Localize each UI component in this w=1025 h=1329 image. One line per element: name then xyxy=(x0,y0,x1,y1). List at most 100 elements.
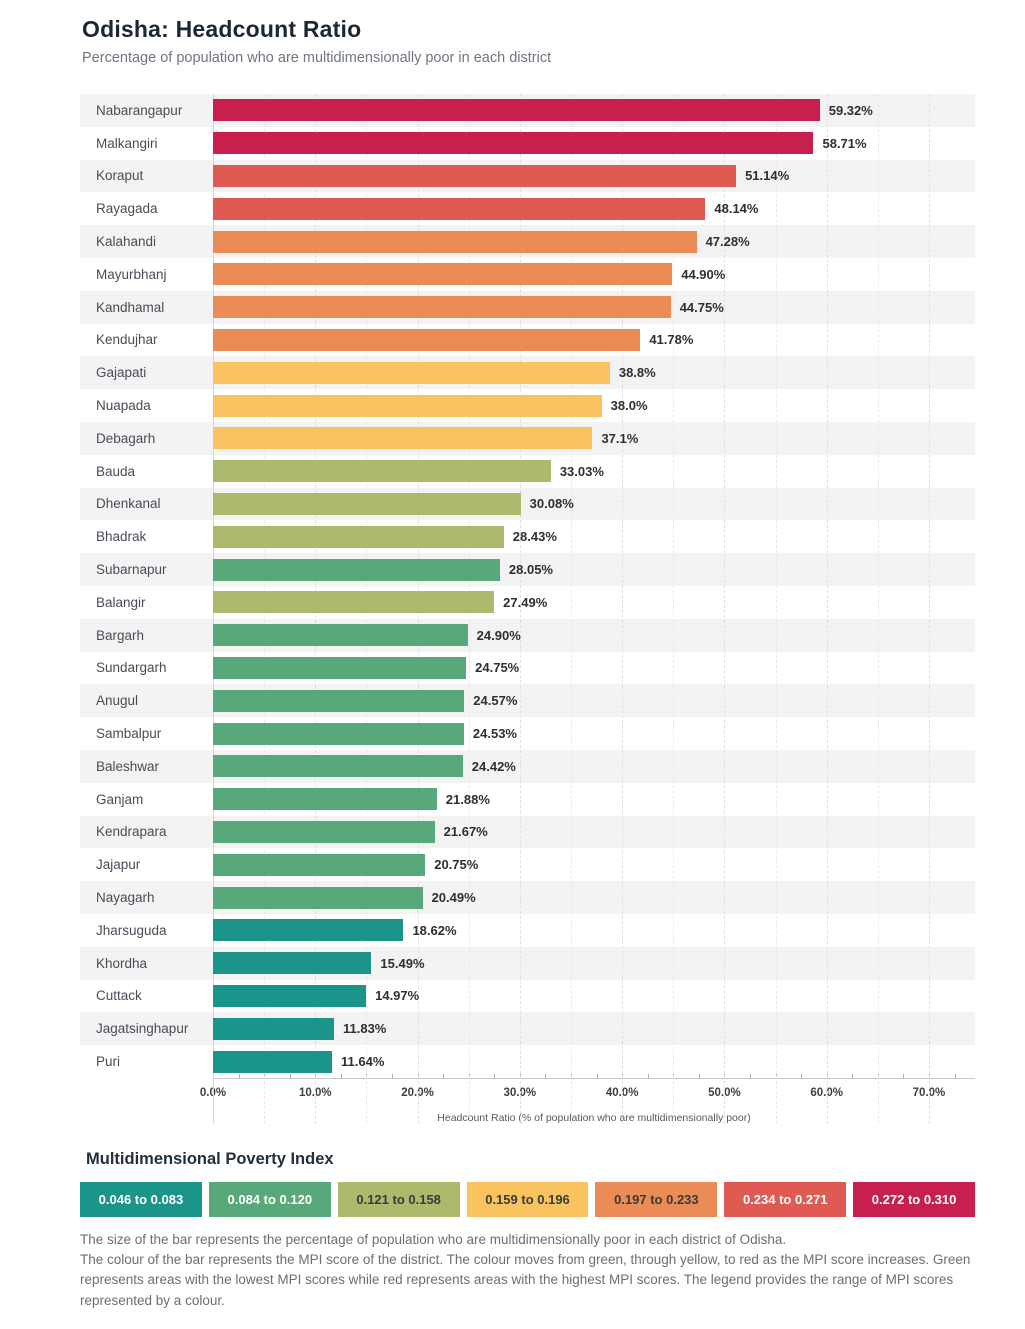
bar-row: Cuttack 14.97% xyxy=(80,980,975,1013)
axis-tickmark xyxy=(698,1073,700,1079)
bar-track: 11.64% xyxy=(213,1045,975,1078)
bar-track: 18.62% xyxy=(213,914,975,947)
bar-track: 30.08% xyxy=(213,488,975,521)
district-label: Bauda xyxy=(96,463,136,479)
bar xyxy=(213,755,463,778)
bar-track: 44.90% xyxy=(213,258,975,291)
x-tick-label: 50.0% xyxy=(708,1086,741,1099)
district-label: Anugul xyxy=(96,693,139,709)
legend-items: 0.046 to 0.083 0.084 to 0.120 0.121 to 0.1… xyxy=(80,1181,976,1217)
bar-row: Jharsuguda 18.62% xyxy=(80,914,975,947)
legend-item: 0.234 to 0.271 xyxy=(724,1181,847,1217)
district-label: Kendrapara xyxy=(96,824,167,840)
bar-track: 24.90% xyxy=(213,619,975,652)
district-label: Baleshwar xyxy=(96,758,160,774)
district-label: Gajapati xyxy=(96,365,147,381)
bar-row: Sambalpur 24.53% xyxy=(80,717,975,750)
value-label: 44.75% xyxy=(679,299,724,315)
bar-track: 37.1% xyxy=(213,422,975,455)
bar-track: 28.05% xyxy=(213,553,975,586)
district-label: Dhenkanal xyxy=(96,496,161,512)
axis-tickmark xyxy=(391,1073,393,1079)
bar-track: 58.71% xyxy=(213,127,975,160)
axis-tickmark xyxy=(877,1073,879,1079)
bar-row: Gajapati 38.8% xyxy=(80,356,975,390)
bar xyxy=(213,230,697,253)
bar-track: 51.14% xyxy=(213,160,975,193)
value-label: 38.0% xyxy=(610,398,648,414)
bar xyxy=(213,558,500,581)
bar xyxy=(213,427,593,450)
page-subtitle: Percentage of population who are multidi… xyxy=(82,50,552,66)
axis-tickmark xyxy=(238,1073,240,1079)
footnote-line-1: The size of the bar represents the perce… xyxy=(80,1231,787,1247)
bar-track: 20.75% xyxy=(213,848,975,881)
bar-track: 59.32% xyxy=(213,94,975,127)
bar-track: 15.49% xyxy=(213,947,975,980)
x-axis-title: Headcount Ratio (% of population who are… xyxy=(437,1111,751,1124)
axis-tickmark xyxy=(724,1073,726,1079)
axis-tickmark xyxy=(801,1073,803,1079)
bar-row: Subarnapur 28.05% xyxy=(80,553,975,586)
bar-row: Kalahandi 47.28% xyxy=(80,225,975,258)
bar-chart-rows: Nabarangapur 59.32% Malkangiri 58.71% Korapu… xyxy=(80,94,975,1078)
district-label: Balangir xyxy=(96,594,146,610)
bar xyxy=(213,689,465,712)
bar-row: Puri 11.64% xyxy=(80,1045,975,1078)
axis-tickmark xyxy=(340,1073,342,1079)
district-label: Jagatsinghapur xyxy=(96,1021,189,1037)
district-label: Sambalpur xyxy=(96,726,162,742)
bar-track: 48.14% xyxy=(213,192,975,225)
legend: Multidimensional Poverty Index 0.046 to … xyxy=(80,1150,976,1217)
x-tick-label: 40.0% xyxy=(605,1086,639,1099)
bar-row: Nuapada 38.0% xyxy=(80,389,975,422)
axis-tickmark xyxy=(289,1073,291,1079)
axis-tickmark xyxy=(596,1073,598,1079)
value-label: 27.49% xyxy=(503,594,548,610)
axis-tickmark xyxy=(315,1073,317,1079)
bar xyxy=(213,919,404,942)
value-label: 24.90% xyxy=(476,627,521,643)
value-label: 21.67% xyxy=(443,824,488,840)
value-label: 58.71% xyxy=(822,135,867,151)
district-label: Kandhamal xyxy=(96,299,165,315)
value-label: 11.64% xyxy=(341,1054,385,1069)
bar-row: Kendujhar 41.78% xyxy=(80,324,975,357)
bar-row: Jagatsinghapur 11.83% xyxy=(80,1012,975,1046)
bar-track: 47.28% xyxy=(213,225,975,258)
bar-row: Kandhamal 44.75% xyxy=(80,290,975,324)
bar-row: Rayagada 48.14% xyxy=(80,192,975,225)
bar xyxy=(213,492,521,515)
axis-tickmark xyxy=(570,1073,572,1079)
bar-row: Malkangiri 58.71% xyxy=(80,127,975,160)
district-label: Subarnapur xyxy=(96,562,167,578)
bar-row: Baleshwar 24.42% xyxy=(80,749,975,783)
bar xyxy=(213,164,737,187)
bar-track: 11.83% xyxy=(213,1012,975,1045)
bar-track: 21.67% xyxy=(213,816,975,849)
bar-row: Ganjam 21.88% xyxy=(80,783,975,816)
legend-item: 0.197 to 0.233 xyxy=(595,1181,718,1217)
axis-tickmark xyxy=(826,1073,828,1079)
footnote: The size of the bar represents the perce… xyxy=(80,1230,975,1311)
axis-tickmark xyxy=(366,1073,368,1079)
bar xyxy=(213,624,468,647)
axis-tickmark xyxy=(443,1073,445,1079)
district-label: Jajapur xyxy=(96,857,141,873)
value-label: 51.14% xyxy=(745,168,790,184)
bar-track: 27.49% xyxy=(213,586,975,619)
district-label: Nabarangapur xyxy=(96,102,183,118)
bar xyxy=(213,952,372,975)
bar-track: 38.0% xyxy=(213,389,975,422)
axis-tickmark xyxy=(928,1073,930,1079)
bar xyxy=(213,984,367,1007)
bar-row: Dhenkanal 30.08% xyxy=(80,487,975,521)
value-label: 30.08% xyxy=(529,496,574,512)
bar-row: Sundargarh 24.75% xyxy=(80,652,975,685)
value-label: 48.14% xyxy=(714,201,759,217)
bar-row: Nabarangapur 59.32% xyxy=(80,94,975,127)
axis-tickmark xyxy=(417,1073,419,1079)
legend-item: 0.272 to 0.310 xyxy=(853,1181,976,1217)
value-label: 28.43% xyxy=(512,529,557,545)
